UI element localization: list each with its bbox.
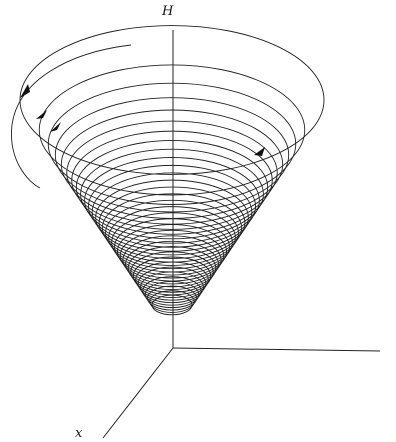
spiral-ring (114, 218, 230, 276)
spiral-ring (142, 276, 202, 306)
spiral-ring (98, 186, 246, 259)
spiral-ring (105, 199, 239, 266)
arrow-head-3 (50, 122, 61, 132)
horizontal-axis (172, 347, 381, 352)
spiral-ring (38, 64, 306, 196)
spiral-ring (140, 271, 204, 304)
depth-axis (102, 347, 174, 439)
spiral-ring (149, 290, 195, 313)
cone-spiral-rings (19, 25, 325, 316)
spiral-ring (125, 240, 219, 288)
arrow-head-1 (20, 84, 30, 98)
depth-axis-label: x (75, 426, 83, 441)
spiral-ring (108, 206, 236, 270)
spiral-ring (147, 285, 197, 311)
spiral-ring (122, 235, 222, 285)
arrow-head-2 (36, 110, 47, 119)
spiral-ring (19, 25, 325, 175)
spiral-ring (135, 261, 209, 299)
spiral-ring (87, 164, 257, 248)
spiral-ring (80, 148, 264, 240)
spiral-ring (95, 179, 249, 256)
spiral-ring (54, 97, 290, 213)
spiral-ring (71, 130, 273, 230)
spiral-ring (75, 140, 269, 235)
spiral-ring (137, 266, 207, 301)
spiral-ring (116, 224, 228, 279)
spiral-ring (84, 157, 260, 244)
vertical-axis-label: H (161, 4, 174, 19)
spiral-ring (127, 246, 217, 290)
spiral-ring (130, 251, 214, 293)
outer-spiral-arc (11, 44, 132, 189)
spiral-ring (91, 172, 253, 252)
arrow-head-4 (254, 147, 265, 156)
spiral-ring (151, 294, 193, 316)
spiral-ring (47, 82, 297, 205)
spiral-ring (144, 280, 200, 309)
